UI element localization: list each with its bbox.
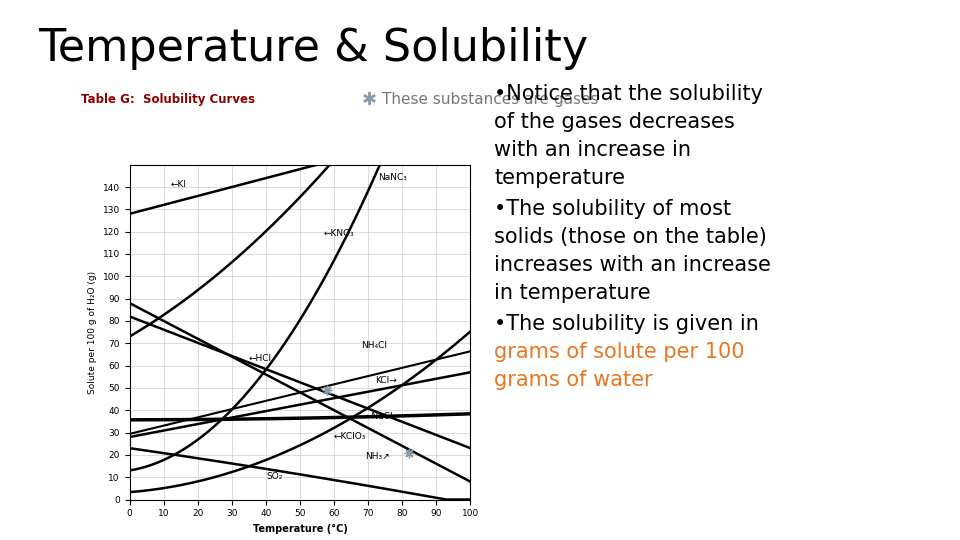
- Text: ✱: ✱: [362, 91, 377, 109]
- Text: temperature: temperature: [494, 168, 625, 188]
- Y-axis label: Solute per 100 g of H₂O (g): Solute per 100 g of H₂O (g): [88, 271, 97, 394]
- Text: grams of solute per 100: grams of solute per 100: [494, 342, 745, 362]
- Text: •The solubility is given in: •The solubility is given in: [494, 314, 759, 334]
- Text: SO₂: SO₂: [266, 472, 282, 482]
- Text: NaNC₃: NaNC₃: [378, 173, 407, 183]
- Text: These substances are gases: These substances are gases: [382, 92, 599, 107]
- Text: with an increase in: with an increase in: [494, 140, 691, 160]
- Text: Temperature & Solubility: Temperature & Solubility: [38, 27, 588, 70]
- Text: NH₃↗: NH₃↗: [365, 453, 390, 461]
- Text: ←KI: ←KI: [171, 180, 186, 189]
- Text: NH₄Cl: NH₄Cl: [361, 341, 387, 350]
- Text: in temperature: in temperature: [494, 283, 651, 303]
- Text: ←KClO₃: ←KClO₃: [334, 432, 367, 441]
- Text: increases with an increase: increases with an increase: [494, 255, 771, 275]
- Text: KCl→: KCl→: [375, 376, 396, 386]
- Text: ←NaCl: ←NaCl: [365, 412, 394, 421]
- Text: ←KNO₃: ←KNO₃: [324, 229, 354, 238]
- Text: of the gases decreases: of the gases decreases: [494, 112, 735, 132]
- X-axis label: Temperature (°C): Temperature (°C): [252, 524, 348, 534]
- Text: ←HCl: ←HCl: [249, 354, 272, 363]
- Text: •Notice that the solubility: •Notice that the solubility: [494, 84, 763, 104]
- Text: •The solubility of most: •The solubility of most: [494, 199, 732, 219]
- Text: solids (those on the table): solids (those on the table): [494, 227, 767, 247]
- Text: grams of water: grams of water: [494, 370, 653, 390]
- Text: Table G:  Solubility Curves: Table G: Solubility Curves: [81, 93, 255, 106]
